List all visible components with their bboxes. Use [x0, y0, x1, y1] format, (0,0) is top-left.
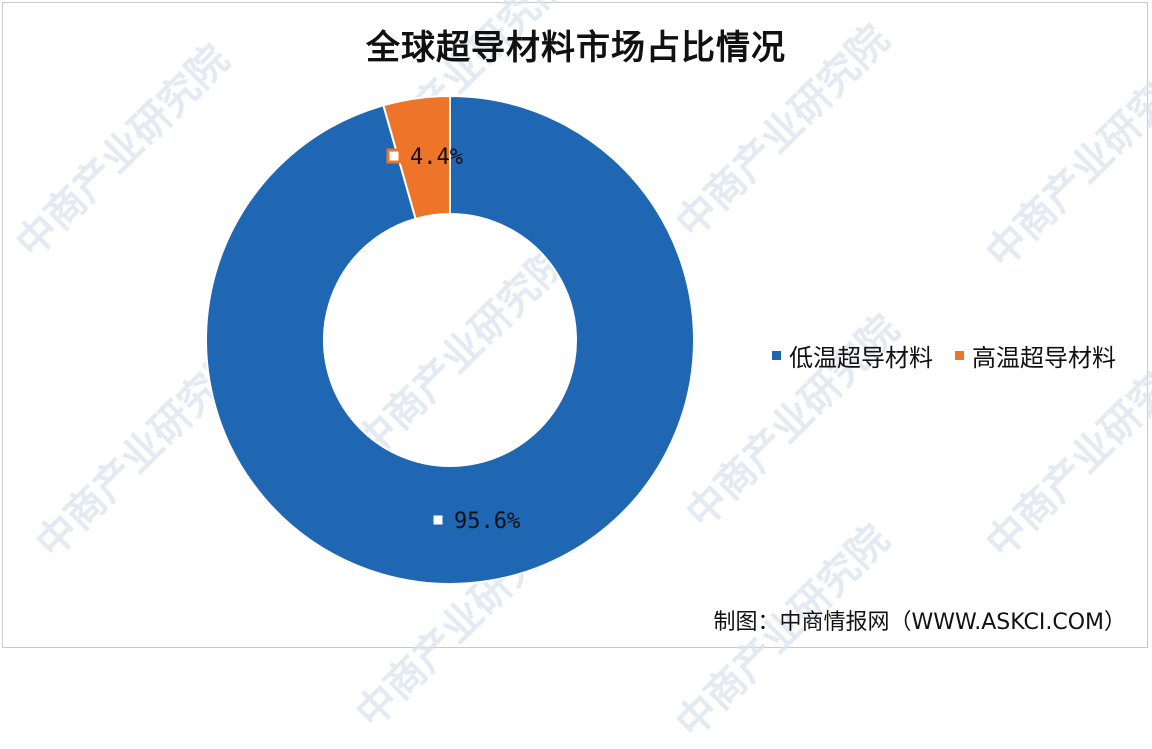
data-label-text: 95.6% — [454, 509, 520, 534]
data-label-text: 4.4% — [410, 145, 463, 170]
legend-item-high-temp: 高温超导材料 — [955, 338, 1116, 373]
data-labels-group: 95.6% 4.4% — [386, 145, 520, 534]
legend-label-low-temp: 低温超导材料 — [789, 344, 933, 372]
legend-label-high-temp: 高温超导材料 — [972, 344, 1116, 372]
data-label-high-temp: 4.4% — [386, 145, 463, 170]
chart-title: 全球超导材料市场占比情况 — [366, 28, 786, 68]
chart-frame — [2, 2, 1148, 648]
slice-low-temp — [205, 94, 695, 585]
slices-group — [205, 94, 695, 585]
data-label-low-temp: 95.6% — [430, 509, 520, 534]
source-credit: 制图：中商情报网（WWW.ASKCI.COM） — [713, 610, 1126, 635]
legend-swatch-low-temp — [772, 351, 781, 360]
slice-high-temp — [382, 94, 451, 221]
data-label-marker — [430, 512, 446, 528]
donut-chart: 95.6% 4.4% — [205, 94, 695, 585]
legend: 低温超导材料 高温超导材料 — [772, 338, 1138, 373]
legend-swatch-high-temp — [955, 351, 964, 360]
data-label-marker — [386, 148, 402, 164]
legend-item-low-temp: 低温超导材料 — [772, 338, 933, 373]
